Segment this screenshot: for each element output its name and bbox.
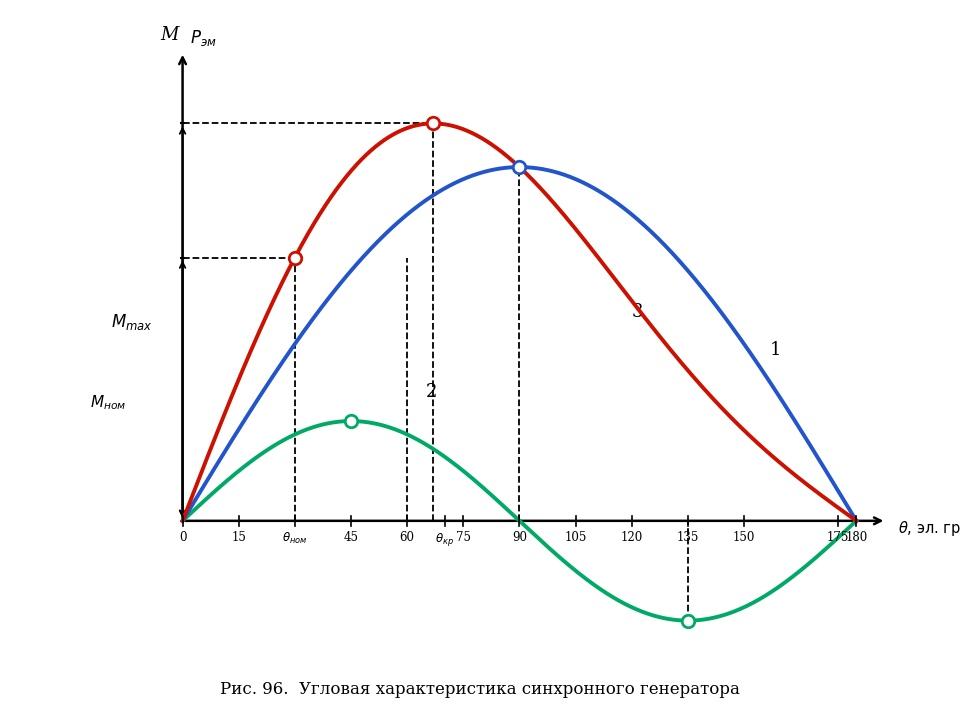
Text: 1: 1 bbox=[770, 341, 781, 359]
Text: 175: 175 bbox=[827, 531, 849, 544]
Text: $\theta_{кр}$: $\theta_{кр}$ bbox=[435, 531, 454, 548]
Text: $M_{max}$: $M_{max}$ bbox=[110, 312, 153, 332]
Text: 105: 105 bbox=[564, 531, 587, 544]
Text: 150: 150 bbox=[732, 531, 756, 544]
Text: $P_{эм}$: $P_{эм}$ bbox=[190, 28, 217, 48]
Text: 90: 90 bbox=[512, 531, 527, 544]
Text: M: M bbox=[160, 26, 179, 44]
Text: $\theta_{ном}$: $\theta_{ном}$ bbox=[282, 531, 307, 546]
Text: 0: 0 bbox=[179, 531, 186, 544]
Text: $\theta$, эл. град: $\theta$, эл. град bbox=[898, 519, 960, 539]
Text: 3: 3 bbox=[632, 303, 643, 321]
Text: 45: 45 bbox=[344, 531, 358, 544]
Text: 120: 120 bbox=[620, 531, 643, 544]
Text: $M_{ном}$: $M_{ном}$ bbox=[90, 393, 127, 412]
Text: 180: 180 bbox=[845, 531, 868, 544]
Text: 2: 2 bbox=[426, 383, 437, 401]
Text: Рис. 96.  Угловая характеристика синхронного генератора: Рис. 96. Угловая характеристика синхронн… bbox=[220, 681, 740, 698]
Text: 135: 135 bbox=[677, 531, 699, 544]
Text: 60: 60 bbox=[399, 531, 415, 544]
Text: 15: 15 bbox=[231, 531, 246, 544]
Text: 75: 75 bbox=[456, 531, 470, 544]
